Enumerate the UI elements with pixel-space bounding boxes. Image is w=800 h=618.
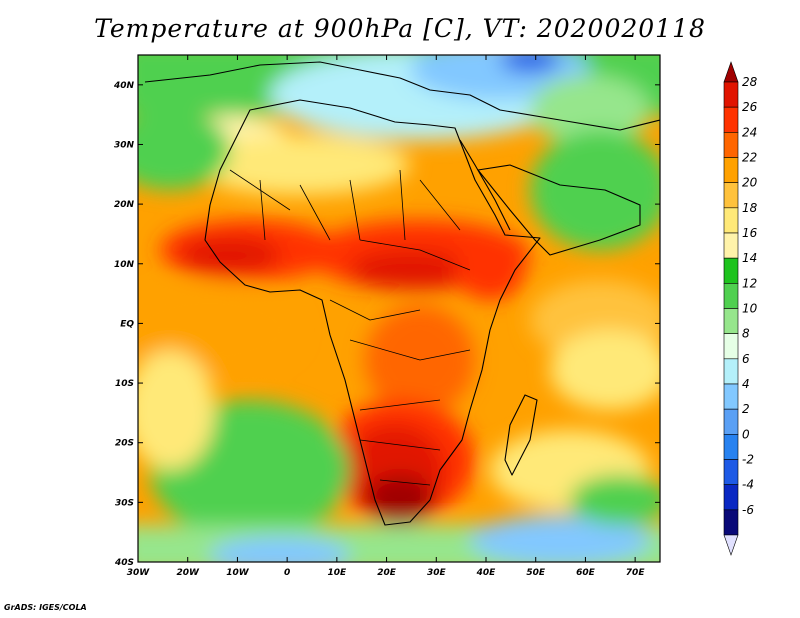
lon-tick-label: 30W	[127, 568, 151, 578]
colorbar-segment	[723, 358, 739, 385]
colorbar-label: 26	[742, 100, 758, 114]
colorbar-label: 16	[742, 226, 758, 240]
colorbar-label: 18	[742, 201, 758, 215]
colorbar-segment	[723, 383, 739, 410]
lon-tick-label: 60E	[576, 568, 596, 578]
colorbar-segment	[723, 509, 739, 536]
latitude-ticks: 40N 30N 20N 10N EQ 10S 20S 30S 40S	[113, 81, 660, 568]
colorbar-top-triangle	[723, 61, 739, 83]
red-sea-coast	[459, 139, 511, 231]
lon-tick-label: 70E	[626, 568, 646, 578]
lon-tick-label: 50E	[526, 568, 546, 578]
field-atlantic-north-green	[138, 110, 230, 190]
field-south-atlantic-yellow	[138, 350, 215, 470]
colorbar-segment	[723, 232, 739, 259]
field-iran-green	[530, 75, 650, 145]
lat-tick-label: 10N	[114, 260, 135, 270]
field-southern-blue-east	[470, 515, 650, 562]
colorbar-segment	[723, 283, 739, 309]
colorbar-label: 22	[742, 151, 757, 165]
grads-credit: GrADS: IGES/COLA	[4, 603, 87, 612]
colorbar-label: -2	[742, 453, 754, 467]
colorbar-label: 8	[742, 327, 750, 341]
lon-tick-label: 40E	[476, 568, 497, 578]
colorbar-label: 14	[742, 251, 757, 265]
field-caspian-cold	[500, 55, 560, 72]
country-borders	[229, 169, 471, 486]
colorbar-segment	[723, 132, 739, 158]
field-south-africa-hottest	[365, 475, 435, 525]
colorbar-segment	[723, 459, 739, 485]
map-title: Temperature at 900hPa [C], VT: 202002011…	[94, 14, 706, 43]
colorbar-segment	[723, 408, 739, 435]
colorbar-bottom-triangle	[723, 534, 739, 556]
lon-tick-label: 0	[284, 568, 290, 578]
africa-coastline	[204, 99, 541, 526]
lon-tick-label: 10W	[226, 568, 250, 578]
colorbar-segment	[723, 81, 739, 108]
coastlines	[144, 61, 660, 526]
colorbar-segment	[723, 308, 739, 334]
colorbar-label: -4	[742, 478, 754, 492]
colorbar-label: 6	[742, 352, 750, 366]
arabia-coastline	[477, 164, 641, 256]
lat-tick-label: 10S	[115, 379, 134, 389]
field-chad-hot	[350, 250, 470, 290]
lat-tick-label: EQ	[120, 319, 134, 329]
europe-coastline	[144, 61, 660, 131]
lon-tick-label: 20E	[377, 568, 397, 578]
colorbar-label: 4	[742, 377, 750, 391]
colorbar-segment	[723, 207, 739, 234]
longitude-ticks: 30W 20W 10W 0 10E 20E 30E 40E 50E 60E 70E	[127, 55, 646, 578]
colorbar-segment	[723, 484, 739, 511]
lon-tick-label: 20W	[176, 568, 200, 578]
field-arabia-green	[530, 130, 660, 250]
colorbar-label: 2	[742, 402, 750, 416]
colorbar-segment	[723, 106, 739, 133]
colorbar-segment	[723, 257, 739, 284]
lon-tick-label: 10E	[328, 568, 348, 578]
colorbar-label: 24	[742, 125, 757, 139]
colorbar-segment	[723, 333, 739, 360]
lat-tick-label: 20S	[115, 439, 134, 449]
lat-tick-label: 20N	[114, 200, 135, 210]
field-indian-yellow	[550, 330, 660, 410]
plot-frame	[137, 54, 661, 563]
lat-tick-label: 40S	[114, 558, 134, 568]
lat-tick-label: 30S	[115, 498, 134, 508]
colorbar-label: 20	[742, 176, 758, 190]
temperature-field	[138, 55, 660, 562]
colorbar-label: 12	[742, 276, 757, 290]
colorbar-segment	[723, 182, 739, 209]
colorbar-label: 0	[742, 427, 750, 441]
colorbar-segment	[723, 434, 739, 460]
field-west-africa-hot	[180, 237, 280, 273]
colorbar-label: 10	[742, 302, 758, 316]
colorbar-label: 28	[742, 75, 758, 89]
madagascar-coastline	[504, 394, 538, 476]
lon-tick-label: 30E	[427, 568, 447, 578]
lat-tick-label: 30N	[114, 140, 135, 150]
colorbar-label: -6	[742, 503, 754, 517]
colorbar-segment	[723, 157, 739, 183]
field-southern-blue-west	[210, 537, 350, 562]
lat-tick-label: 40N	[113, 81, 135, 91]
field-indian-south-green	[570, 475, 660, 525]
